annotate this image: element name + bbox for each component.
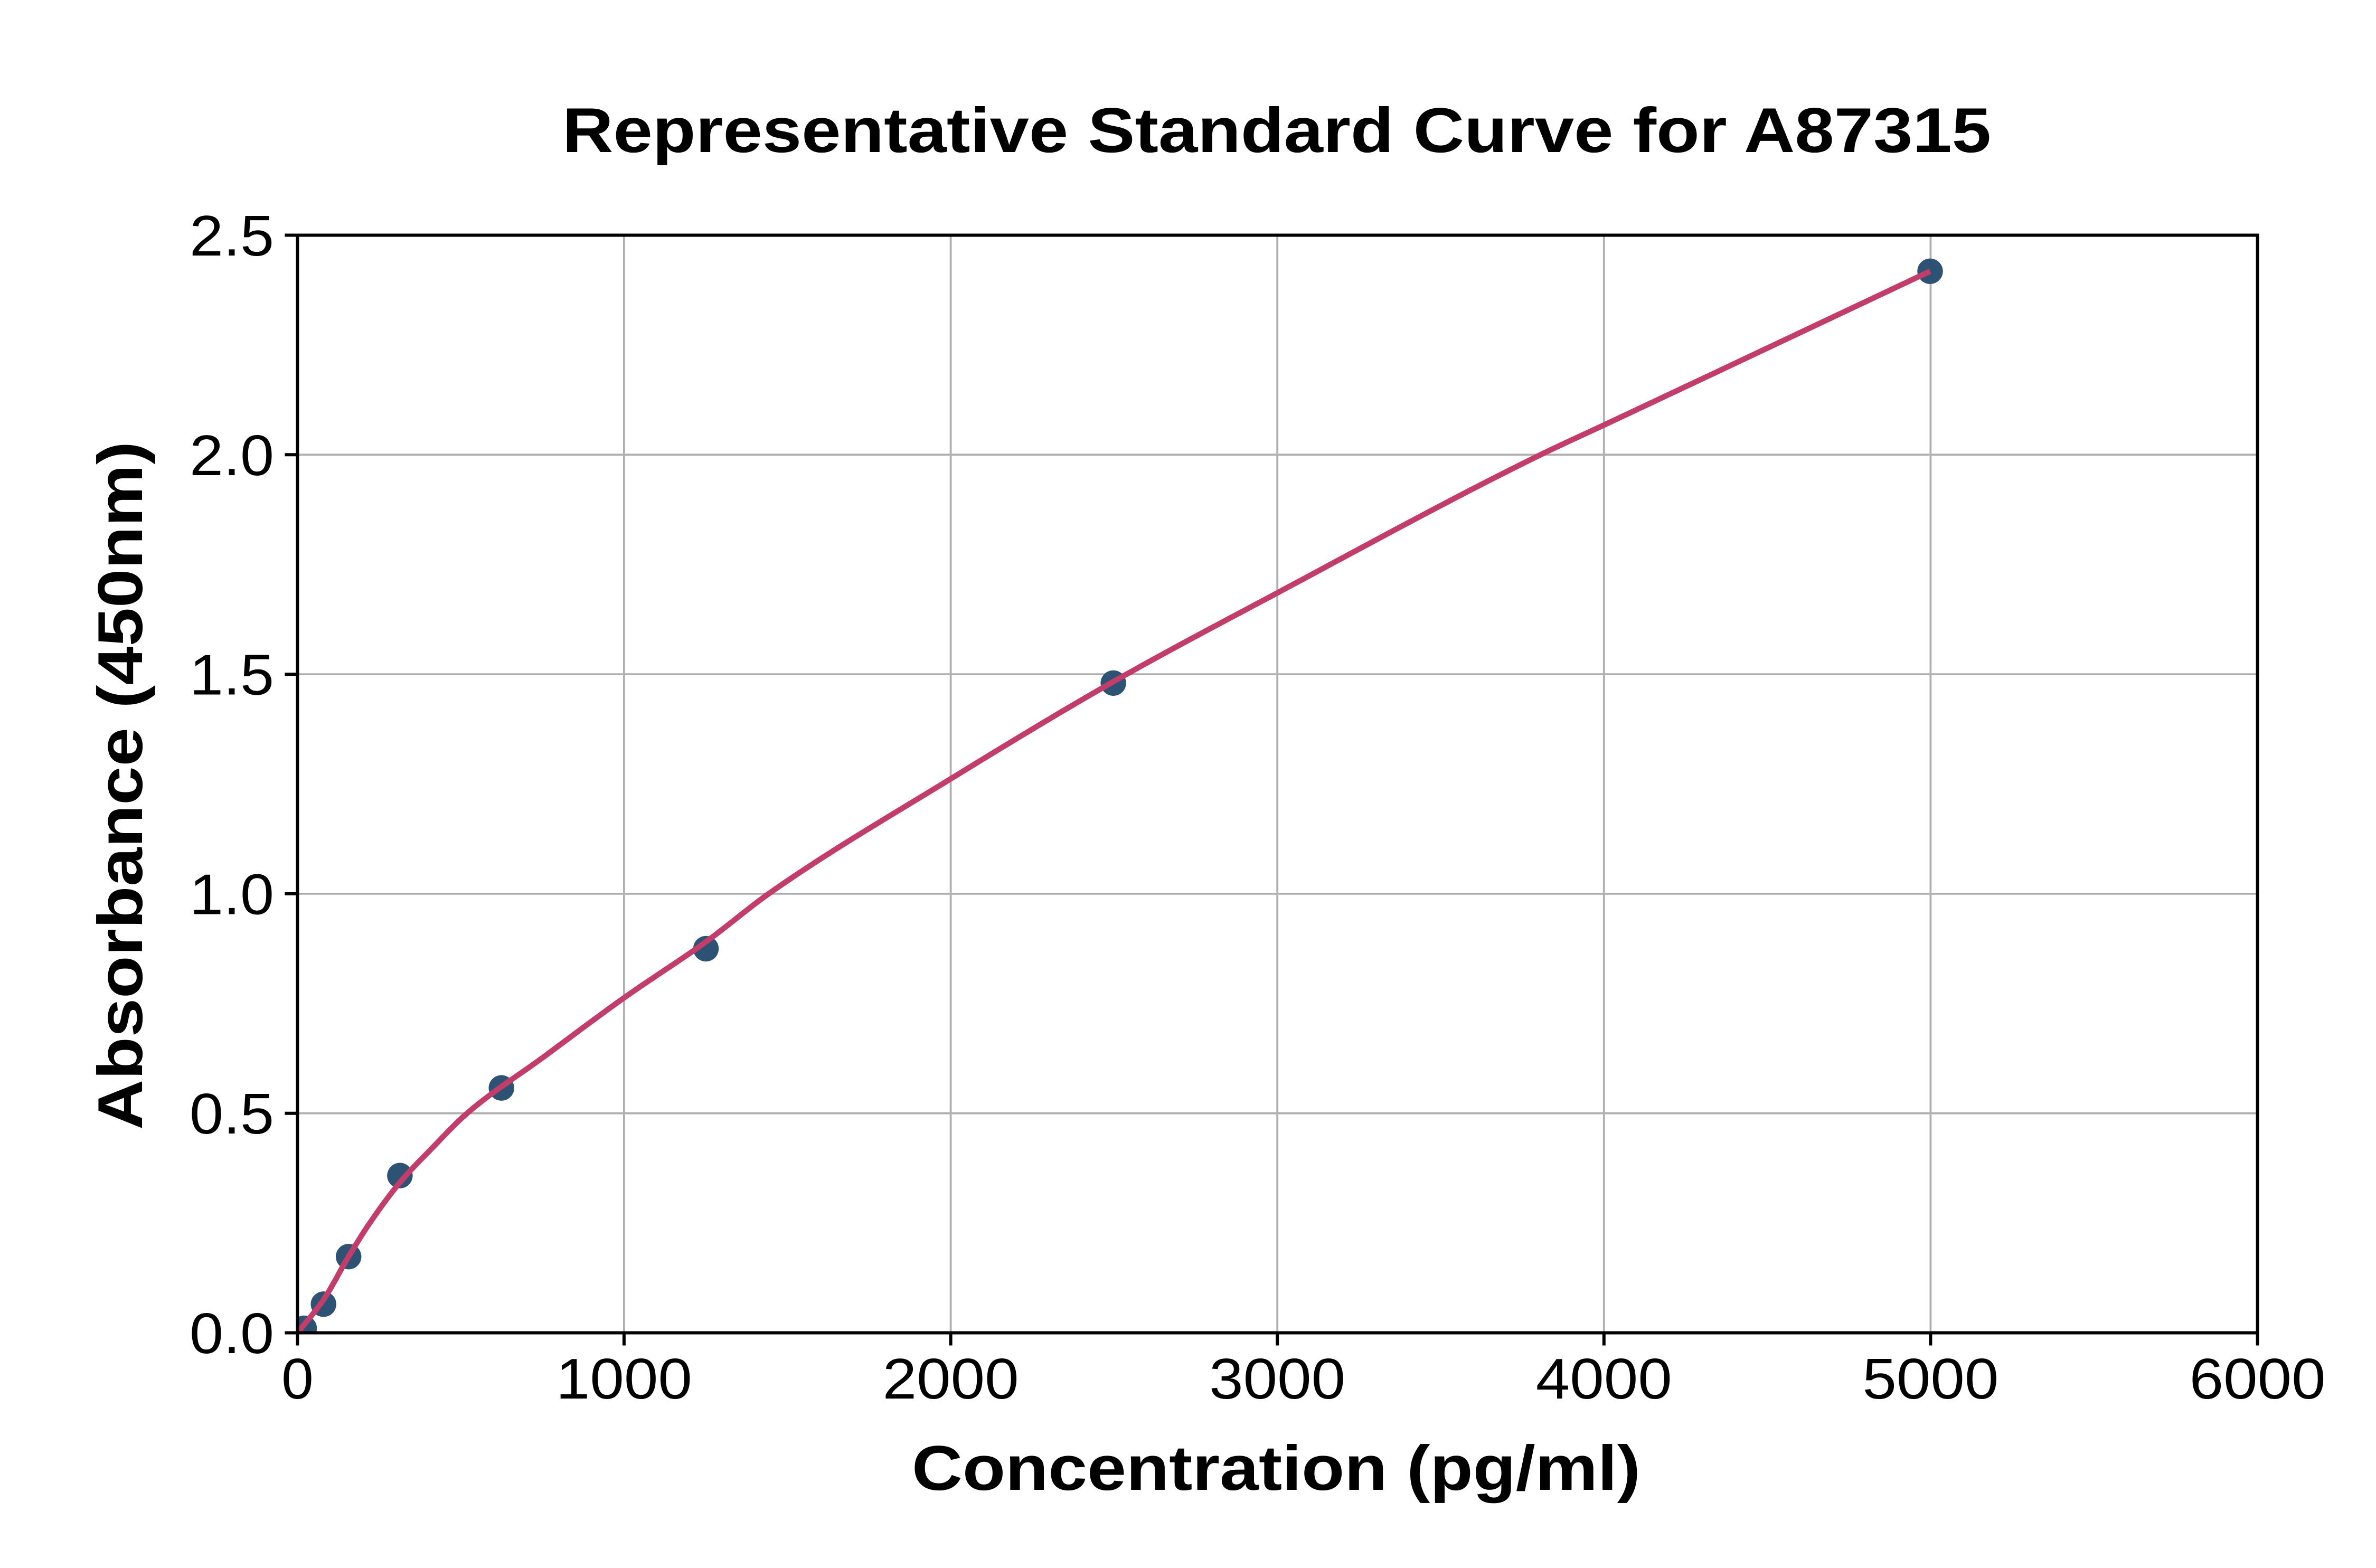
svg-text:Representative Standard Curve: Representative Standard Curve for A87315 — [562, 95, 1991, 166]
svg-text:5000: 5000 — [1862, 1347, 1998, 1411]
svg-text:Concentration (pg/ml): Concentration (pg/ml) — [912, 1433, 1640, 1504]
svg-text:1.0: 1.0 — [190, 862, 274, 927]
svg-text:0.0: 0.0 — [190, 1301, 274, 1366]
svg-text:2.0: 2.0 — [190, 423, 274, 488]
svg-text:1000: 1000 — [556, 1347, 692, 1411]
svg-text:4000: 4000 — [1536, 1347, 1672, 1411]
svg-text:6000: 6000 — [2190, 1347, 2326, 1411]
svg-text:Absorbance (450nm): Absorbance (450nm) — [85, 441, 156, 1130]
svg-text:2000: 2000 — [883, 1347, 1019, 1411]
svg-text:3000: 3000 — [1209, 1347, 1345, 1411]
svg-text:1.5: 1.5 — [190, 643, 274, 707]
svg-text:2.5: 2.5 — [190, 204, 274, 268]
svg-text:0: 0 — [281, 1347, 314, 1411]
svg-text:0.5: 0.5 — [190, 1082, 274, 1146]
